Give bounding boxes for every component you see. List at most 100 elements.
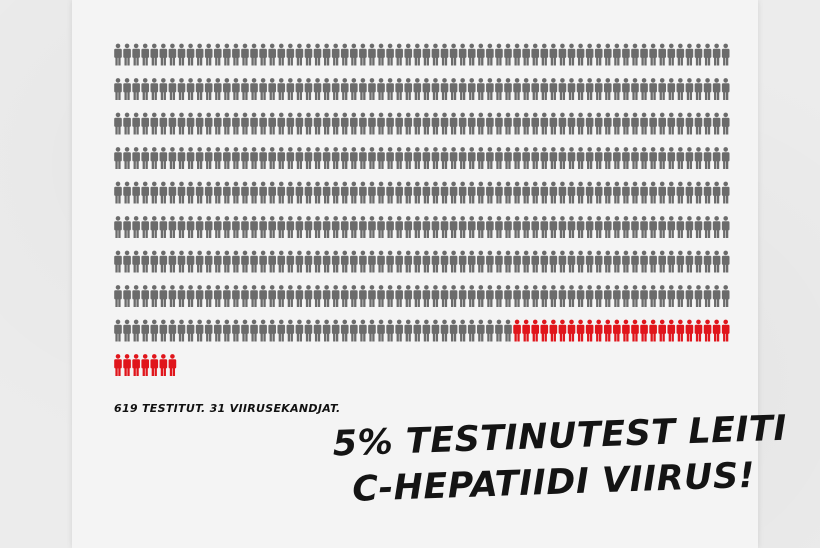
headline: 5% TESTINUTEST LEITI C-HEPATIIDI VIIRUS!: [318, 407, 788, 514]
tested-person-icon: [331, 147, 340, 169]
tested-person-icon: [631, 181, 639, 204]
tested-person-icon: [640, 112, 648, 135]
virus-carrier-person-icon: [658, 319, 666, 342]
virus-carrier-person-icon: [649, 319, 657, 342]
tested-person-icon: [159, 250, 168, 273]
tested-person-icon: [685, 285, 694, 307]
tested-person-icon: [649, 112, 657, 135]
tested-person-icon: [440, 319, 449, 342]
tested-person-icon: [549, 181, 558, 204]
tested-person-icon: [331, 181, 340, 204]
tested-person-icon: [486, 181, 494, 204]
tested-person-icon: [250, 319, 258, 342]
tested-person-icon: [640, 147, 648, 169]
tested-person-icon: [268, 78, 276, 100]
tested-person-icon: [658, 78, 666, 100]
tested-person-icon: [603, 285, 612, 307]
tested-person-icon: [458, 147, 467, 169]
tested-person-icon: [132, 216, 140, 238]
tested-person-icon: [594, 112, 603, 135]
tested-person-icon: [404, 147, 413, 169]
tested-person-icon: [576, 147, 585, 169]
tested-person-icon: [159, 43, 168, 66]
tested-person-icon: [694, 43, 703, 66]
tested-person-icon: [331, 250, 340, 273]
tested-person-icon: [368, 250, 376, 273]
tested-person-icon: [359, 147, 367, 169]
tested-person-icon: [458, 181, 467, 204]
tested-person-icon: [613, 112, 621, 135]
tested-person-icon: [177, 43, 186, 66]
caption: 619 TESTITUT. 31 VIIRUSEKANDJAT.: [114, 402, 341, 415]
tested-person-icon: [295, 78, 304, 100]
tested-person-icon: [658, 285, 666, 307]
tested-person-icon: [268, 43, 276, 66]
tested-person-icon: [431, 43, 440, 66]
tested-person-icon: [531, 216, 540, 238]
tested-person-icon: [132, 112, 140, 135]
tested-person-icon: [350, 216, 358, 238]
tested-person-icon: [331, 319, 340, 342]
tested-person-icon: [250, 78, 258, 100]
tested-person-icon: [712, 78, 721, 100]
tested-person-icon: [413, 43, 422, 66]
tested-person-icon: [395, 216, 403, 238]
tested-person-icon: [658, 181, 666, 204]
tested-person-icon: [123, 112, 131, 135]
tested-person-icon: [204, 78, 213, 100]
tested-person-icon: [368, 216, 376, 238]
tested-person-icon: [150, 147, 159, 169]
tested-person-icon: [223, 250, 231, 273]
tested-person-icon: [594, 147, 603, 169]
tested-person-icon: [413, 147, 422, 169]
tested-person-icon: [513, 43, 521, 66]
tested-person-icon: [658, 216, 666, 238]
tested-person-icon: [286, 43, 295, 66]
tested-person-icon: [250, 147, 258, 169]
tested-person-icon: [159, 78, 168, 100]
tested-person-icon: [477, 112, 485, 135]
tested-person-icon: [431, 112, 440, 135]
tested-person-icon: [558, 285, 567, 307]
tested-person-icon: [685, 78, 694, 100]
tested-person-icon: [159, 181, 168, 204]
tested-person-icon: [694, 181, 703, 204]
virus-carrier-person-icon: [513, 319, 521, 342]
tested-person-icon: [195, 43, 204, 66]
tested-person-icon: [177, 147, 186, 169]
tested-person-icon: [286, 216, 295, 238]
tested-person-icon: [295, 181, 304, 204]
tested-person-icon: [549, 43, 558, 66]
tested-person-icon: [558, 216, 567, 238]
tested-person-icon: [331, 285, 340, 307]
tested-person-icon: [259, 147, 267, 169]
tested-person-icon: [286, 78, 295, 100]
tested-person-icon: [549, 285, 558, 307]
tested-person-icon: [422, 319, 431, 342]
tested-person-icon: [413, 112, 422, 135]
tested-person-icon: [594, 78, 603, 100]
tested-person-icon: [304, 319, 313, 342]
tested-person-icon: [467, 250, 476, 273]
virus-carrier-person-icon: [631, 319, 639, 342]
tested-person-icon: [613, 250, 621, 273]
tested-person-icon: [286, 285, 295, 307]
tested-person-icon: [495, 319, 503, 342]
tested-person-icon: [649, 78, 657, 100]
tested-person-icon: [114, 181, 122, 204]
tested-person-icon: [431, 78, 440, 100]
tested-person-icon: [504, 250, 512, 273]
tested-person-icon: [603, 147, 612, 169]
tested-person-icon: [295, 43, 304, 66]
tested-person-icon: [404, 216, 413, 238]
tested-person-icon: [540, 78, 549, 100]
tested-person-icon: [377, 112, 385, 135]
tested-person-icon: [622, 285, 630, 307]
tested-person-icon: [549, 216, 558, 238]
tested-person-icon: [667, 147, 676, 169]
tested-person-icon: [667, 250, 676, 273]
tested-person-icon: [540, 43, 549, 66]
tested-person-icon: [150, 285, 159, 307]
tested-person-icon: [177, 181, 186, 204]
tested-person-icon: [712, 43, 721, 66]
